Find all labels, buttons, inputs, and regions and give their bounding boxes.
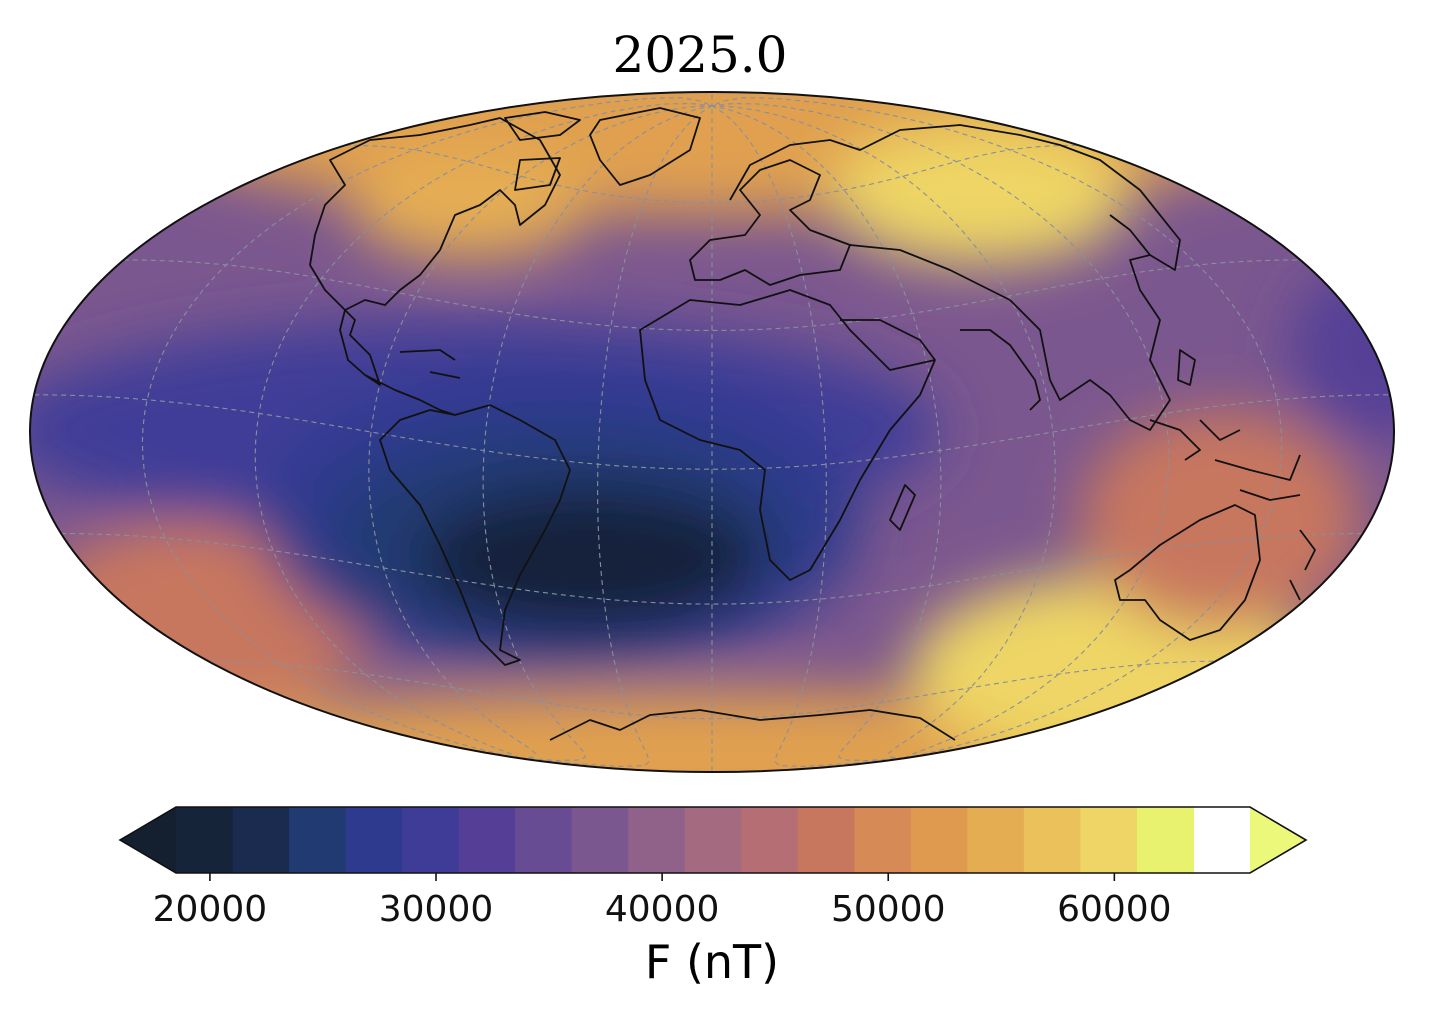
graticule-line <box>711 97 1283 759</box>
field-saa-core <box>420 490 760 630</box>
colorbar-segment <box>1023 807 1081 873</box>
colorbar-segment <box>345 807 403 873</box>
graticule-line <box>61 533 1363 605</box>
coast-scandinavia <box>729 124 1181 271</box>
graticule-line <box>368 105 713 759</box>
graticule-line <box>141 97 713 759</box>
graticule-line <box>711 105 905 767</box>
colorbar-tick-label: 30000 <box>379 889 494 930</box>
colorbar-segment <box>741 807 799 873</box>
colorbar-segment <box>628 807 686 873</box>
graticule-line <box>711 105 1056 759</box>
colorbar-tick-label: 50000 <box>831 889 946 930</box>
colorbar-segment <box>232 807 290 873</box>
field-mid-east <box>1080 410 1360 630</box>
graticule-line <box>208 660 1216 720</box>
colorbar-segment <box>289 807 347 873</box>
colorbar-tick-label: 40000 <box>605 889 720 930</box>
map-title: 2025.0 <box>613 26 788 84</box>
coast-europe <box>689 159 851 286</box>
colorbar: 20000 30000 40000 50000 60000 <box>118 806 1308 930</box>
colorbar-segment <box>1080 807 1138 873</box>
colorbar-segment <box>515 807 573 873</box>
coast-australia <box>1114 504 1261 641</box>
colorbar-label: F (nT) <box>645 935 779 989</box>
colorbar-segment <box>571 807 629 873</box>
coast-madagascar <box>889 484 916 531</box>
colorbar-tick-label: 20000 <box>153 889 268 930</box>
colorbar-outline <box>118 806 1308 874</box>
colorbar-tick-label: 60000 <box>1057 889 1172 930</box>
coast-africa <box>639 289 936 581</box>
graticule-line <box>711 105 942 762</box>
coast-central-america <box>364 349 461 416</box>
map-outline <box>29 91 1395 773</box>
colorbar-segment <box>402 807 460 873</box>
map-globe <box>30 92 1394 772</box>
colorbar-segment <box>1136 807 1194 873</box>
graticule-line <box>519 105 713 767</box>
coast-asia <box>849 244 1171 431</box>
colorbar-segment <box>458 807 516 873</box>
field-high-siberia <box>830 125 1130 265</box>
colorbar-segment <box>910 807 968 873</box>
coast-japan <box>1177 349 1196 386</box>
coast-south-america <box>379 404 571 666</box>
coast-arabia-india <box>840 319 1041 411</box>
coast-se-asia-islands <box>1149 419 1301 501</box>
coast-new-zealand <box>1289 529 1316 601</box>
colorbar-segment <box>854 807 912 873</box>
colorbar-segment <box>684 807 742 873</box>
coast-antarctica <box>549 709 956 741</box>
graticule <box>30 92 1390 772</box>
colorbar-segment <box>176 807 234 873</box>
colorbar-segment <box>797 807 855 873</box>
coast-north-america <box>309 117 561 386</box>
colorbar-under-arrow <box>120 807 176 873</box>
coastlines <box>309 107 1316 741</box>
graticule-line <box>254 102 713 759</box>
graticule-line <box>711 102 1170 759</box>
graticule-line <box>482 105 713 762</box>
colorbar-over-arrow <box>1250 807 1306 873</box>
coast-greenland <box>589 107 701 186</box>
field-surface <box>30 92 1394 772</box>
coast-arctic-islands <box>504 111 581 191</box>
colorbar-segment <box>967 807 1025 873</box>
field-high-canada <box>350 150 590 260</box>
